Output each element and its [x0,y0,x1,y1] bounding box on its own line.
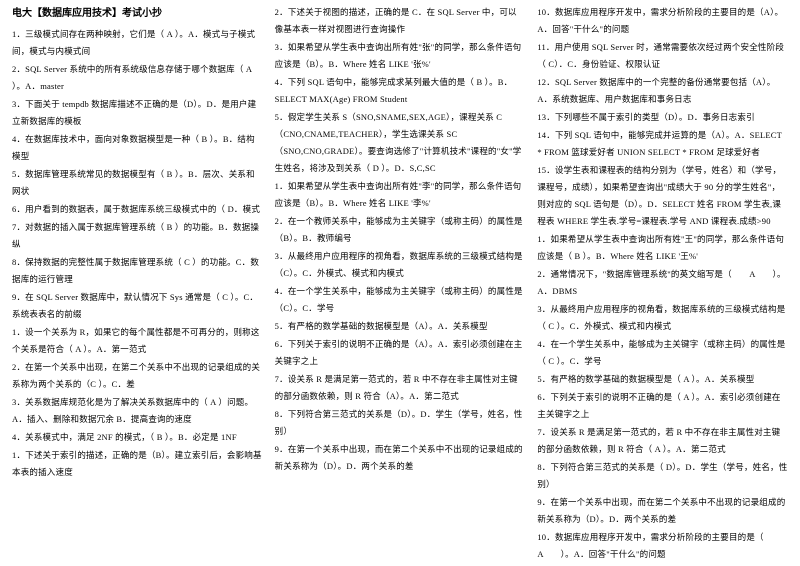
text-line: 2．下述关于视图的描述，正确的是 C．在 SQL Server 中，可以像基本表… [275,4,526,38]
column-3: 10．数据库应用程序开发中，需求分析阶段的主要目的是（A）。A．回答"干什么"的… [531,4,794,562]
text-line: 1．如果希望从学生表中查询出所有姓"李"的同学，那么条件语句应该是（B）。B．W… [275,178,526,212]
text-line: 5．数据库管理系统常见的数据模型有（ B ）。B．层次、关系和网状 [12,166,263,200]
text-line: 4．关系模式中，满足 2NF 的模式，（ B ）。B．必定是 1NF [12,429,263,446]
text-line: 2．SQL Server 系统中的所有系统级信息存储于哪个数据库（ A ）。A．… [12,61,263,95]
text-line: 1．三级模式间存在两种映射，它们是（ A ）。A．模式与子模式间，模式与内模式间 [12,26,263,60]
text-line: 4．在一个学生关系中，能够成为主关键字（或称主码）的属性是（C）。C．学号 [275,283,526,317]
text-line: 8．保持数据的完整性属于数据库管理系统（ C ）的功能。C．数据库的运行管理 [12,254,263,288]
text-line: 3．如果希望从学生表中查询出所有姓"张"的同学，那么条件语句应该是（B）。B．W… [275,39,526,73]
text-line: 5．有严格的数学基础的数据模型是（A）。A．关系模型 [275,318,526,335]
text-line: 3．关系数据库规范化是为了解决关系数据库中的（ A ）问题。A．插入、删除和数据… [12,394,263,428]
text-line: 4．下列 SQL 语句中，能够完成求某列最大值的是（ B ）。B．SELECT … [275,74,526,108]
text-line: 4．在数据库技术中，面向对象数据模型是一种（ B ）。B．结构模型 [12,131,263,165]
text-line: 3．下面关于 tempdb 数据库描述不正确的是（D）。D．是用户建立新数据库的… [12,96,263,130]
text-line: 13．下列哪些不属于索引的类型（D）。D．事务日志索引 [537,109,788,126]
text-line: 8．下列符合第三范式的关系是（ D）。D．学生（学号，姓名，性别） [537,459,788,493]
text-line: 9．在第一个关系中出现，而在第二个关系中不出现的记录组成的新关系称为（D）。D．… [537,494,788,528]
document-page: 电大【数据库应用技术】考试小抄 1．三级模式间存在两种映射，它们是（ A ）。A… [0,0,800,566]
text-line: 10．数据库应用程序开发中，需求分析阶段的主要目的是（A）。A．回答"干什么"的… [537,4,788,38]
text-line: 9．在 SQL Server 数据库中，默认情况下 Sys 通常是（ C ）。C… [12,289,263,323]
text-line: 7．对数据的插入属于数据库管理系统（ B ）的功能。B．数据操纵 [12,219,263,253]
text-line: 6．用户看到的数据表，属于数据库系统三级模式中的（ D．模式 [12,201,263,218]
text-line: 6．下列关于索引的说明不正确的是（A）。A．索引必须创建在主关键字之上 [275,336,526,370]
text-line: 1．设一个关系为 R，如果它的每个属性都是不可再分的，则称这个关系是符合（ A … [12,324,263,358]
text-line: 15．设学生表和课程表的结构分别为（学号，姓名）和（学号，课程号，成绩），如果希… [537,162,788,230]
text-line: 8．下列符合第三范式的关系是（D）。D．学生（学号，姓名，性别） [275,406,526,440]
text-line: 5．假定学生关系 S（SNO,SNAME,SEX,AGE），课程关系 C（CNO… [275,109,526,177]
text-line: 10．数据库应用程序开发中，需求分析阶段的主要目的是（ A ）。A．回答"干什么… [537,529,788,563]
text-line: 6．下列关于索引的说明不正确的是（ A ）。A．索引必须创建在主关键字之上 [537,389,788,423]
text-line: 2．通常情况下，"数据库管理系统"的英文缩写是（ A ）。A．DBMS [537,266,788,300]
text-line: 4．在一个学生关系中，能够成为主关键字（或称主码）的属性是（ C ）。C．学号 [537,336,788,370]
text-line: 5．有严格的数学基础的数据模型是（ A ）。A．关系模型 [537,371,788,388]
column-2: 2．下述关于视图的描述，正确的是 C．在 SQL Server 中，可以像基本表… [269,4,532,562]
text-line: 3．从最终用户应用程序的视角看，数据库系统的三级模式结构是（C）。C．外模式、模… [275,248,526,282]
document-title: 电大【数据库应用技术】考试小抄 [12,4,263,24]
text-line: 7．设关系 R 是满足第一范式的，若 R 中不存在非主属性对主键的部分函数依赖，… [275,371,526,405]
text-line: 11．用户使用 SQL Server 时，通常需要依次经过两个安全性阶段（ C）… [537,39,788,73]
text-line: 9．在第一个关系中出现，而在第二个关系中不出现的记录组成的新关系称为（D）。D．… [275,441,526,475]
text-line: 7．设关系 R 是满足第一范式的，若 R 中不存在非主属性对主键的部分函数依赖，… [537,424,788,458]
text-line: 2．在一个教师关系中，能够成为主关键字（或称主码）的属性是（B）。B．教师编号 [275,213,526,247]
text-line: 3．从最终用户应用程序的视角看，数据库系统的三级模式结构是（ C ）。C．外模式… [537,301,788,335]
text-line: 1．下述关于索引的描述，正确的是（B）。建立索引后，会影响基本表的插入速度 [12,447,263,481]
text-line: 2．在第一个关系中出现，在第二个关系中不出现的记录组成的关系称为两个关系的（C … [12,359,263,393]
text-line: 14．下列 SQL 语句中，能够完成并运算的是（A）。A．SELECT * FR… [537,127,788,161]
text-line: 1．如果希望从学生表中查询出所有姓"王"的同学，那么条件语句应该是（ B ）。B… [537,231,788,265]
text-line: 12．SQL Server 数据库中的一个完整的备份通常要包括（A）。A．系统数… [537,74,788,108]
column-1: 电大【数据库应用技术】考试小抄 1．三级模式间存在两种映射，它们是（ A ）。A… [6,4,269,562]
